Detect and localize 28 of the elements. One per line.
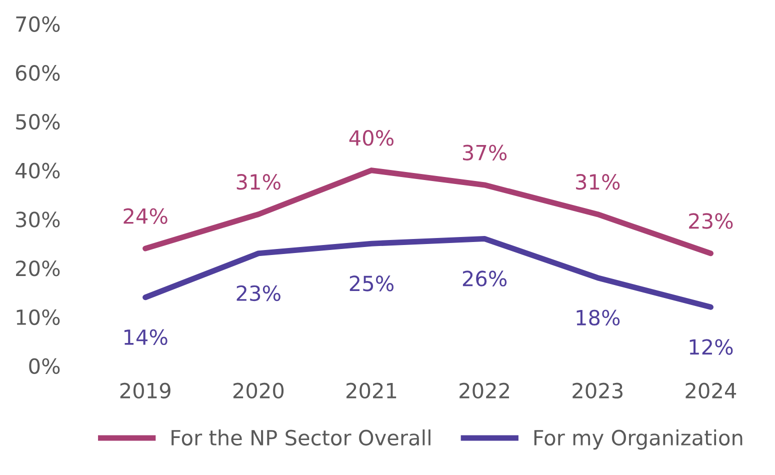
x-tick-label: 2019	[120, 382, 170, 399]
x-tick-label: 2023	[572, 382, 622, 399]
y-tick-label: 10%	[16, 309, 60, 326]
y-tick-label: 70%	[16, 16, 60, 32]
data-label: 23%	[236, 285, 280, 302]
y-tick-label: 30%	[16, 212, 60, 228]
data-label: 37%	[463, 144, 507, 160]
x-tick-label: 2024	[686, 382, 736, 399]
legend-label: For the NP Sector Overall	[172, 429, 430, 446]
y-tick-label: 50%	[16, 114, 60, 130]
y-tick-label: 20%	[16, 260, 60, 276]
x-tick-label: 2020	[233, 382, 284, 399]
legend-label: For my Organization	[534, 429, 742, 450]
data-label: 23%	[689, 213, 733, 229]
x-tick-label: 2021	[346, 382, 396, 399]
data-label: 12%	[690, 339, 733, 355]
data-label: 26%	[462, 270, 507, 286]
data-label: 31%	[236, 174, 280, 190]
data-label: 40%	[349, 130, 394, 146]
data-label: 14%	[124, 329, 168, 346]
data-label: 18%	[576, 310, 620, 326]
y-tick-label: 60%	[16, 65, 60, 81]
data-label: 25%	[350, 276, 394, 292]
data-label: 31%	[576, 174, 620, 190]
y-tick-label: 40%	[16, 162, 60, 179]
x-tick-label: 2022	[460, 382, 509, 399]
y-tick-label: 0%	[29, 358, 60, 374]
data-label: 24%	[124, 208, 168, 224]
